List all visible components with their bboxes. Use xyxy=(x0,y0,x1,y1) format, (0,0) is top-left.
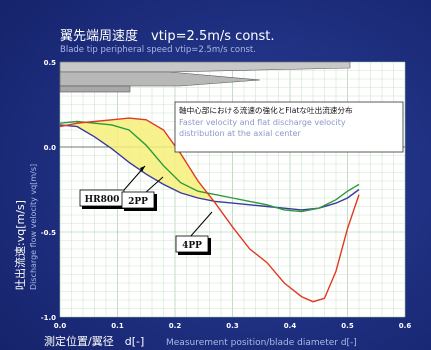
series-4pp-line xyxy=(59,117,360,303)
x-tick-label: 0.3 xyxy=(226,322,239,330)
x-tick-labels: 0.0 0.1 0.2 0.3 0.4 0.5 0.6 xyxy=(54,322,412,330)
label-hr800: HR800 xyxy=(79,165,146,209)
y-tick-label: -1.0 xyxy=(41,314,56,322)
label-4pp-text: 4PP xyxy=(182,241,202,251)
label-4pp: 4PP xyxy=(175,211,213,255)
y-tick-label: -0.5 xyxy=(41,229,56,237)
x-tick-label: 0.1 xyxy=(111,322,124,330)
y-axis-label-en: Discharge flow velocity vq[m/s] xyxy=(29,164,38,290)
x-tick-label: 0.4 xyxy=(284,322,297,330)
x-tick-label: 0.6 xyxy=(399,322,412,330)
annotation-en-2: distribution at the axial center xyxy=(179,129,301,138)
y-axis-label-jp: 吐出流速:vq[m/s] xyxy=(13,200,27,290)
x-axis-label-en: Measurement position/blade diameter d[-] xyxy=(166,338,357,348)
y-tick-label: 0.5 xyxy=(44,59,57,67)
x-tick-label: 0.0 xyxy=(54,322,67,330)
x-tick-label: 0.5 xyxy=(341,322,354,330)
annotation-en-1: Faster velocity and flat discharge veloc… xyxy=(179,118,346,127)
label-hr800-text: HR800 xyxy=(85,195,120,205)
x-tick-label: 0.2 xyxy=(169,322,182,330)
y-tick-labels: 0.5 0.0 -0.5 -1.0 xyxy=(41,59,56,322)
chart-subtitle: Blade tip peripheral speed vtip=2.5m/s c… xyxy=(60,45,256,55)
annotation: 軸中心部における流速の強化とFlatな吐出流速分布 Faster velocit… xyxy=(174,101,404,153)
series-2pp-line xyxy=(59,120,360,213)
chart-title: 翼先端周速度 vtip=2.5m/s const. xyxy=(60,28,275,44)
y-tick-label: 0.0 xyxy=(44,144,57,152)
label-2pp: 2PP xyxy=(121,176,164,211)
annotation-jp: 軸中心部における流速の強化とFlatな吐出流速分布 xyxy=(179,105,353,115)
x-axis-label-jp: 測定位置/翼径 d[-] xyxy=(44,334,144,348)
blade-illustration xyxy=(59,61,351,93)
label-2pp-text: 2PP xyxy=(128,197,148,207)
